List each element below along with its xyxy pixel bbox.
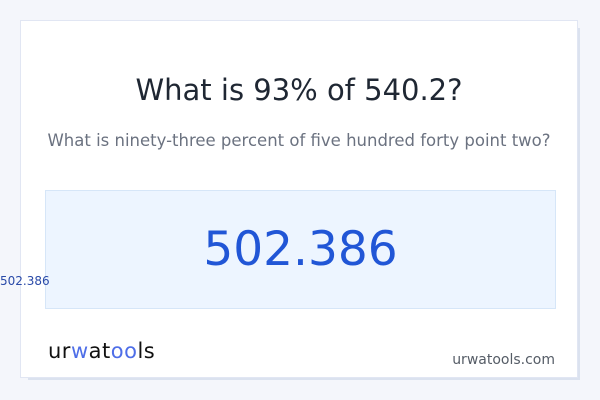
result-value: 502.386	[203, 222, 398, 277]
logo-text: oo	[110, 339, 138, 363]
site-domain: urwatools.com	[452, 352, 555, 368]
result-card: What is 93% of 540.2? What is ninety-thr…	[20, 20, 578, 378]
page-subtitle: What is ninety-three percent of five hun…	[47, 131, 551, 150]
logo-text: w	[70, 339, 89, 363]
logo-text: ur	[48, 339, 71, 363]
logo-text: at	[88, 339, 111, 363]
page-title: What is 93% of 540.2?	[135, 73, 463, 107]
result-box: 502.386	[45, 190, 556, 309]
logo-text: ls	[137, 339, 156, 363]
urwatools-logo: urwatools	[48, 339, 155, 363]
side-result-value: 502.386	[0, 274, 50, 288]
